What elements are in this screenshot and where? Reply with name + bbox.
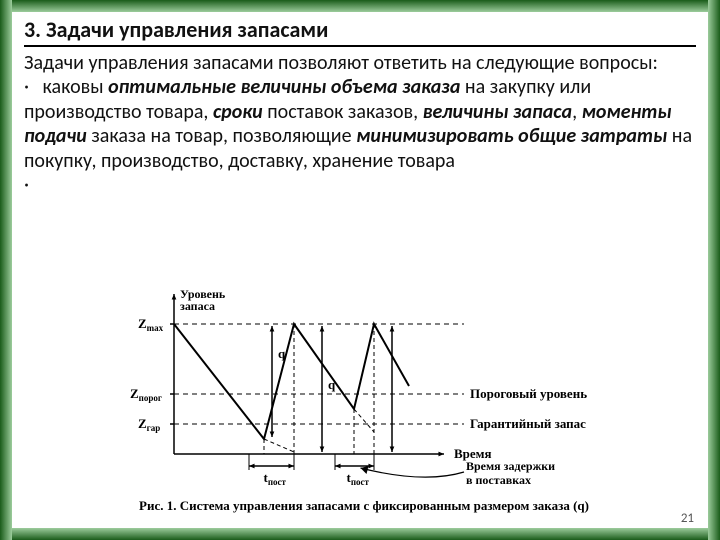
svg-text:q: q: [278, 346, 286, 361]
svg-text:запаса: запаса: [180, 299, 215, 313]
inventory-chart: УровеньзапасаZmaxZпорогZгарqqtпостtпостП…: [104, 284, 624, 514]
intro-text: Задачи управления запасами позволяют отв…: [24, 51, 658, 75]
frame-right: [708, 0, 720, 540]
bullet-dot-2: ·: [24, 173, 38, 197]
svg-text:q: q: [328, 377, 336, 392]
slide-title: 3. Задачи управления запасами: [24, 16, 696, 47]
b1e5: минимизировать общие затраты: [356, 124, 667, 148]
b1p4: ,: [572, 100, 582, 124]
chart-svg: УровеньзапасаZmaxZпорогZгарqqtпостtпостП…: [104, 284, 624, 494]
bullet-dot: ·: [24, 75, 38, 99]
svg-text:Гарантийный запас: Гарантийный запас: [470, 416, 586, 431]
slide-body: Задачи управления запасами позволяют отв…: [24, 51, 696, 197]
svg-text:в поставках: в поставках: [466, 473, 531, 487]
b1e1: оптимальные величины объема заказа: [108, 75, 460, 99]
slide-content: 3. Задачи управления запасами Задачи упр…: [24, 16, 696, 524]
figure-caption: Рис. 1. Система управления запасами с фи…: [104, 498, 624, 514]
b1p5: заказа на товар, позволяющие: [87, 124, 356, 148]
frame-left: [0, 0, 12, 540]
svg-text:Пороговый уровень: Пороговый уровень: [470, 386, 587, 401]
svg-text:Zгар: Zгар: [138, 416, 160, 433]
svg-text:tпост: tпост: [264, 470, 287, 487]
b1p1: каковы: [43, 75, 109, 99]
b1e2: сроки: [213, 100, 263, 124]
svg-text:Zпорог: Zпорог: [130, 386, 162, 403]
b1e3: величины запаса: [423, 100, 572, 124]
page-number: 21: [681, 511, 694, 526]
b1p3: поставок заказов,: [263, 100, 423, 124]
frame-top: [0, 0, 720, 12]
svg-text:Zmax: Zmax: [138, 316, 164, 333]
svg-text:Время задержки: Время задержки: [466, 459, 555, 473]
frame-bottom: [0, 528, 720, 540]
